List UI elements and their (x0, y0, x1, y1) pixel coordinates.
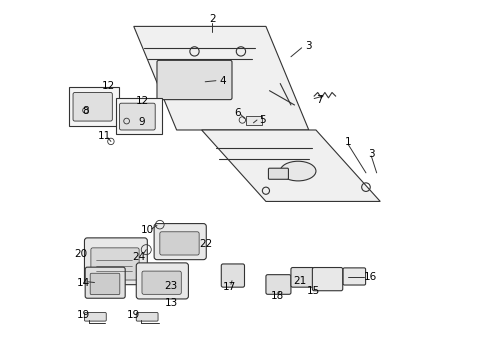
Text: 2: 2 (208, 14, 215, 24)
FancyBboxPatch shape (91, 248, 139, 280)
Text: 18: 18 (270, 291, 284, 301)
FancyBboxPatch shape (84, 312, 106, 321)
Text: 10: 10 (140, 225, 153, 235)
FancyBboxPatch shape (136, 312, 158, 321)
FancyBboxPatch shape (246, 116, 262, 125)
FancyBboxPatch shape (154, 224, 206, 260)
Ellipse shape (280, 161, 315, 181)
Text: 15: 15 (306, 287, 319, 296)
FancyBboxPatch shape (221, 264, 244, 287)
FancyBboxPatch shape (157, 60, 231, 100)
Text: 1: 1 (344, 137, 351, 147)
FancyBboxPatch shape (312, 267, 342, 291)
Text: 16: 16 (363, 272, 376, 282)
Text: 12: 12 (136, 96, 149, 107)
Text: 8: 8 (82, 106, 89, 116)
Text: 12: 12 (102, 81, 115, 91)
Text: 9: 9 (139, 117, 145, 127)
Text: 19: 19 (76, 310, 89, 320)
Text: 3: 3 (367, 149, 374, 158)
Text: 24: 24 (132, 252, 145, 262)
Text: 3: 3 (305, 41, 311, 51)
FancyBboxPatch shape (116, 98, 162, 134)
FancyBboxPatch shape (90, 273, 120, 295)
FancyBboxPatch shape (268, 168, 288, 179)
Text: 11: 11 (98, 131, 111, 141)
Polygon shape (134, 26, 308, 130)
Text: 13: 13 (164, 298, 178, 308)
FancyBboxPatch shape (343, 268, 365, 285)
FancyBboxPatch shape (160, 232, 199, 255)
Text: 7: 7 (316, 95, 322, 105)
Text: 6: 6 (234, 108, 240, 118)
Text: 17: 17 (223, 282, 236, 292)
Text: 19: 19 (127, 310, 140, 320)
FancyBboxPatch shape (85, 267, 125, 298)
Text: 22: 22 (199, 239, 212, 249)
FancyBboxPatch shape (84, 238, 147, 285)
FancyBboxPatch shape (69, 87, 119, 126)
FancyBboxPatch shape (119, 103, 155, 130)
FancyBboxPatch shape (265, 275, 290, 294)
Polygon shape (201, 130, 380, 202)
Text: 23: 23 (164, 281, 178, 291)
Text: 4: 4 (219, 76, 226, 86)
Text: 14: 14 (76, 278, 89, 288)
Text: 5: 5 (259, 115, 265, 125)
FancyBboxPatch shape (290, 267, 313, 287)
FancyBboxPatch shape (136, 263, 188, 299)
FancyBboxPatch shape (73, 93, 112, 121)
Text: 20: 20 (75, 249, 88, 259)
FancyBboxPatch shape (142, 271, 181, 294)
Text: 21: 21 (293, 276, 306, 286)
